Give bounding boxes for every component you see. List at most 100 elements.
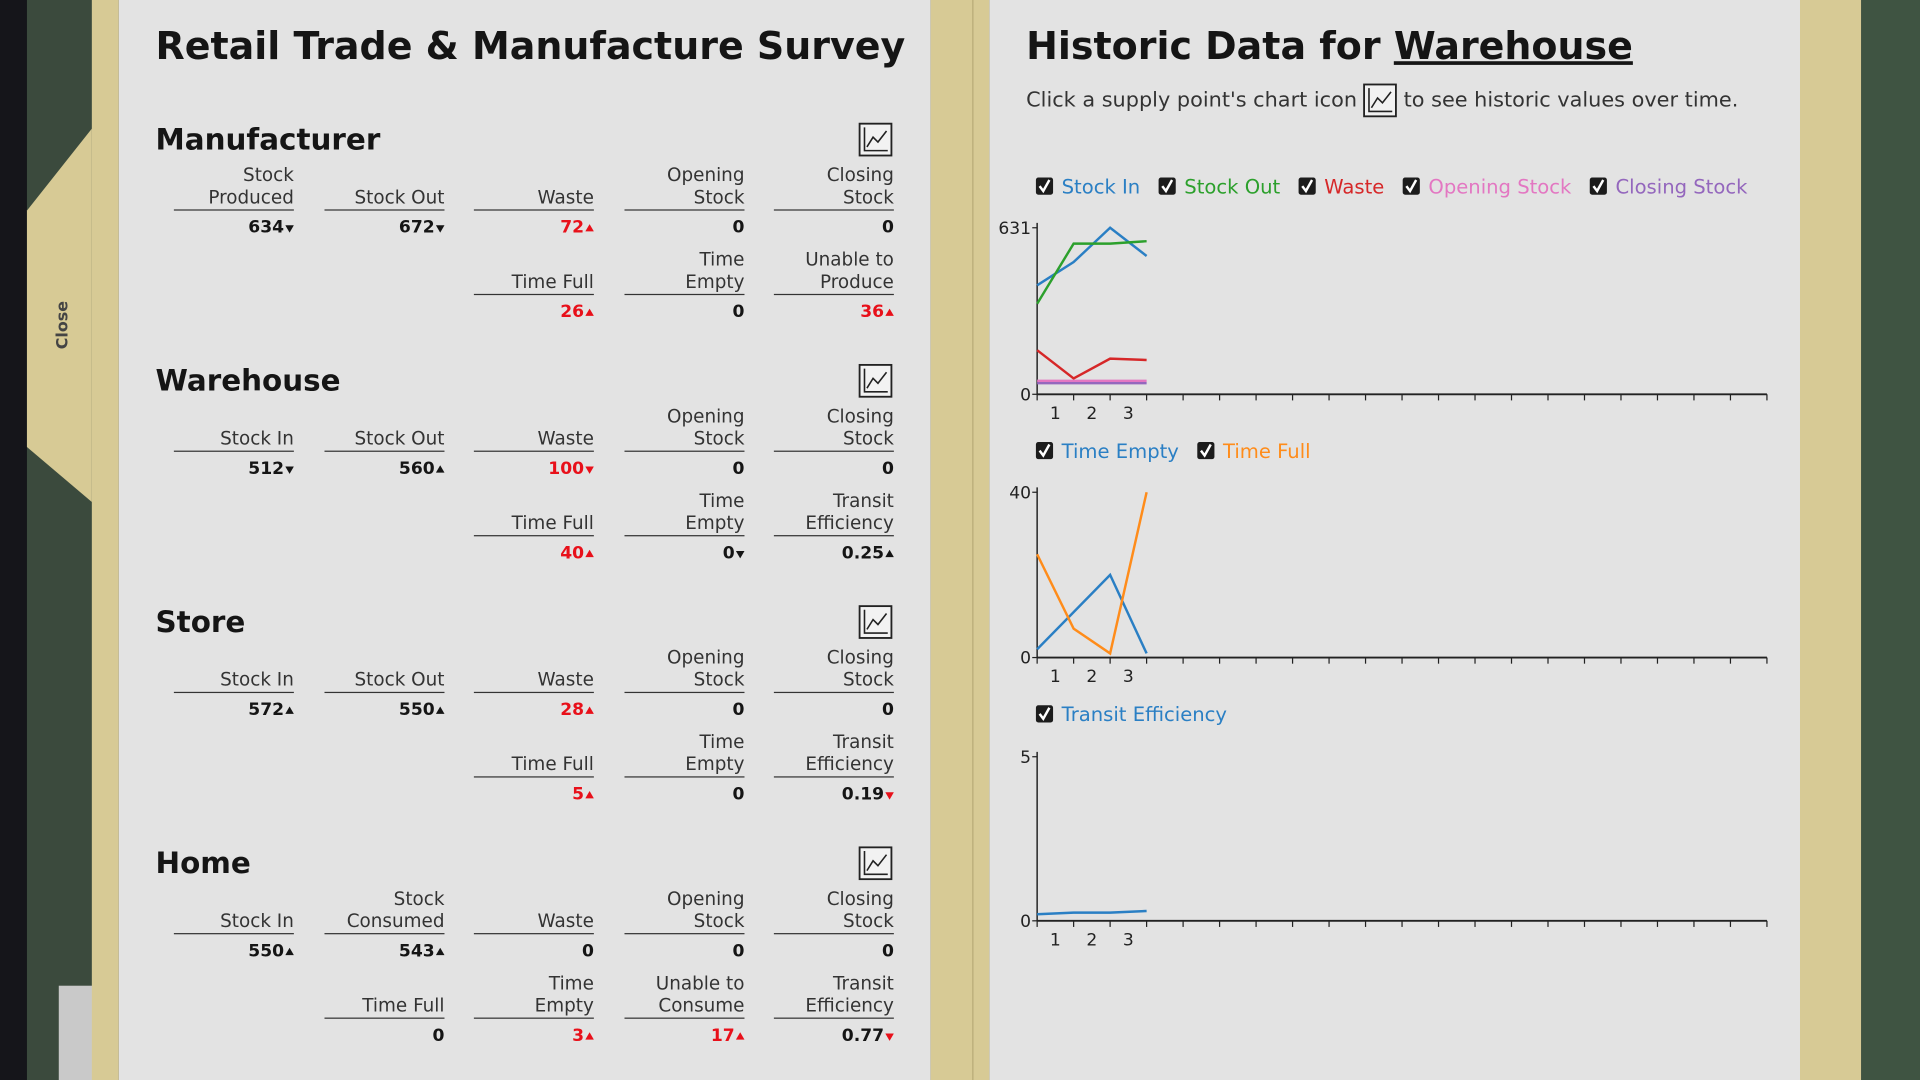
field-value: 26	[474, 302, 594, 322]
legend-checkbox[interactable]	[1197, 442, 1215, 460]
field-label-text: Transit Efficiency	[805, 972, 894, 1017]
legend-label: Opening Stock	[1428, 175, 1572, 198]
trend-arrow	[435, 947, 445, 956]
field-label: Time Full	[324, 994, 445, 1019]
trend-arrow	[885, 792, 894, 800]
y-tick-label: 0	[1020, 912, 1031, 932]
legend-label: Time Full	[1222, 440, 1311, 463]
field-value-text: 3	[572, 1026, 585, 1046]
trend-arrow	[585, 308, 594, 316]
field-label-text: Time Empty	[534, 972, 594, 1017]
trend-arrow	[585, 706, 594, 714]
field-value: 28	[474, 700, 594, 720]
history-subject: Warehouse	[1393, 24, 1633, 69]
field-value-text: 0	[881, 941, 894, 962]
field-label-text: Stock Out	[354, 668, 445, 691]
field-label: Stock Produced	[173, 164, 294, 211]
field-value-text: 634	[248, 217, 285, 238]
trend-arrow	[435, 225, 445, 233]
legend-checkbox[interactable]	[1589, 177, 1607, 195]
trend-arrow	[735, 1032, 745, 1040]
field-label: Unable to Produce	[773, 248, 894, 296]
x-period-label: 2	[1086, 930, 1097, 950]
field-label: Stock In	[173, 910, 294, 935]
trend-arrow	[585, 549, 594, 558]
legend-checkbox[interactable]	[1035, 705, 1054, 723]
chart-button[interactable]	[858, 605, 893, 639]
field-label: Waste	[473, 669, 594, 694]
trend-icon	[435, 225, 445, 233]
legend-checkbox[interactable]	[1298, 177, 1316, 195]
field-label-text: Waste	[537, 427, 594, 450]
field-label-text: Closing Stock	[826, 164, 894, 209]
trend-icon	[585, 1032, 594, 1040]
field-value-text: 0	[432, 1026, 445, 1046]
series-line	[1036, 349, 1147, 380]
trend-icon	[885, 549, 894, 558]
chart-button[interactable]	[858, 846, 893, 881]
trend-icon	[885, 308, 894, 316]
legend-checkbox[interactable]	[1402, 177, 1420, 195]
legend-label: Waste	[1324, 175, 1384, 198]
field-label-text: Stock Produced	[208, 164, 294, 209]
field-value: 0	[774, 700, 894, 720]
field-value: 0.19	[774, 785, 894, 804]
field-label-text: Closing Stock	[826, 646, 894, 691]
legend-label: Closing Stock	[1615, 175, 1748, 198]
legend-label: Transit Efficiency	[1061, 703, 1227, 726]
series-line	[1037, 909, 1147, 916]
trend-icon	[585, 791, 594, 799]
trend-icon	[285, 466, 294, 474]
field-label: Time Empty	[473, 972, 594, 1019]
field-label: Waste	[473, 186, 594, 211]
field-label: Stock Out	[324, 668, 445, 694]
series-line	[1036, 239, 1147, 305]
legend-checkbox[interactable]	[1035, 442, 1054, 460]
y-tick-label: 631	[998, 219, 1031, 239]
field-label: Time Full	[473, 270, 594, 296]
field-value: 672	[324, 218, 445, 238]
x-period-label: 3	[1123, 404, 1134, 424]
trend-icon	[285, 947, 294, 956]
field-label-text: Time Full	[511, 753, 594, 776]
legend-label: Stock In	[1062, 175, 1141, 198]
field-label-text: Time Full	[511, 270, 594, 293]
field-label-text: Unable to Produce	[805, 248, 894, 293]
field-label-text: Transit Efficiency	[805, 489, 894, 534]
legend-check	[1405, 179, 1418, 194]
x-period-label: 1	[1050, 667, 1061, 687]
chart-button[interactable]	[858, 363, 893, 398]
field-value-text: 0.25	[841, 543, 885, 564]
field-value: 0	[624, 942, 745, 962]
field-value: 0	[624, 544, 745, 563]
field-value: 634	[174, 218, 294, 238]
legend-checkbox[interactable]	[1158, 177, 1176, 195]
trend-arrow	[285, 706, 294, 714]
trend-arrow	[885, 549, 894, 558]
legend-check	[1301, 179, 1314, 194]
close-tab-shape[interactable]	[0, 0, 122, 1080]
trend-icon	[585, 224, 594, 232]
field-value-text: 543	[398, 941, 435, 962]
field-label-text: Stock Consumed	[346, 887, 445, 932]
survey-title: Retail Trade & Manufacture Survey	[155, 24, 906, 69]
field-value-text: 0	[881, 700, 894, 720]
trend-icon	[585, 706, 594, 714]
field-value: 0	[624, 302, 745, 322]
field-label: Stock In	[173, 427, 294, 452]
field-value: 0	[774, 218, 894, 238]
field-label: Closing Stock	[773, 888, 894, 935]
trend-arrow	[435, 706, 445, 714]
field-value: 550	[324, 700, 445, 720]
field-label: Stock Consumed	[324, 887, 445, 935]
field-label-text: Waste	[537, 186, 594, 209]
chart-button[interactable]	[858, 122, 893, 157]
legend-checkbox[interactable]	[1035, 177, 1054, 195]
trend-arrow	[285, 225, 294, 233]
trend-icon	[735, 551, 745, 559]
field-value-text: 0	[881, 459, 894, 479]
field-value: 5	[474, 785, 594, 804]
field-value-text: 0	[732, 784, 745, 805]
fold-line	[972, 0, 974, 1080]
field-value: 543	[324, 941, 445, 962]
